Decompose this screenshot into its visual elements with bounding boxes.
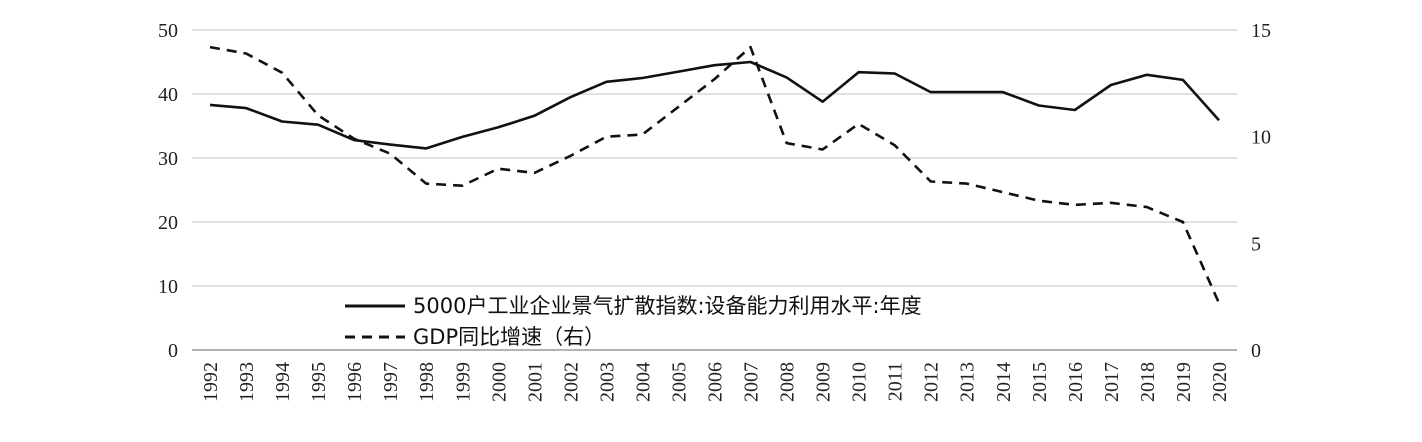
x-tick-label: 2003 — [596, 362, 618, 402]
x-tick-label: 2019 — [1173, 362, 1195, 402]
series-line-gdp — [209, 45, 1221, 304]
x-tick-label: 2008 — [777, 362, 799, 402]
right-axis-ticks: 0 5 10 15 — [1251, 20, 1271, 362]
x-tick-label: 2011 — [885, 362, 907, 401]
x-tick-label: 1999 — [452, 362, 474, 402]
x-tick-label: 2017 — [1101, 362, 1123, 402]
x-tick-label: 2002 — [560, 362, 582, 402]
x-tick-label: 2006 — [705, 362, 727, 402]
left-tick-label: 0 — [168, 340, 178, 362]
legend-label-capacity: 5000户工业企业景气扩散指数:设备能力利用水平:年度 — [413, 294, 922, 318]
x-tick-label: 2005 — [668, 362, 690, 402]
grid — [192, 29, 1237, 351]
x-axis-ticks: 1992 1993 1994 1995 1996 1997 1998 1999 2000 2001… — [200, 362, 1231, 402]
left-tick-label: 50 — [158, 20, 178, 42]
x-tick-label: 1992 — [200, 362, 222, 402]
x-tick-label: 2012 — [921, 362, 943, 402]
right-tick-label: 10 — [1251, 127, 1271, 149]
x-tick-label: 2016 — [1065, 362, 1087, 402]
x-tick-label: 2001 — [524, 362, 546, 402]
x-tick-label: 1996 — [344, 362, 366, 402]
x-tick-label: 2020 — [1209, 362, 1231, 402]
x-tick-label: 2007 — [741, 362, 763, 402]
x-tick-label: 1995 — [308, 362, 330, 402]
right-tick-label: 0 — [1251, 340, 1261, 362]
x-tick-label: 1994 — [272, 362, 294, 402]
x-tick-label: 1993 — [236, 362, 258, 402]
x-tick-label: 1998 — [416, 362, 438, 402]
series — [209, 45, 1221, 304]
x-tick-label: 2013 — [957, 362, 979, 402]
x-tick-label: 2000 — [488, 362, 510, 402]
left-tick-label: 10 — [158, 276, 178, 298]
left-tick-label: 20 — [158, 212, 178, 234]
right-tick-label: 5 — [1251, 233, 1261, 255]
left-axis-ticks: 0 10 20 30 40 50 — [158, 20, 178, 362]
x-tick-label: 2015 — [1029, 362, 1051, 402]
right-tick-label: 15 — [1251, 20, 1271, 42]
legend-label-gdp: GDP同比增速（右） — [413, 325, 605, 349]
x-tick-label: 2010 — [849, 362, 871, 402]
x-tick-label: 2009 — [813, 362, 835, 402]
x-tick-label: 2004 — [632, 362, 654, 402]
x-tick-label: 2018 — [1137, 362, 1159, 402]
x-tick-label: 1997 — [380, 362, 402, 402]
series-line-capacity — [209, 60, 1220, 150]
left-tick-label: 30 — [158, 148, 178, 170]
legend: 5000户工业企业景气扩散指数:设备能力利用水平:年度 GDP同比增速（右） — [345, 294, 922, 349]
left-tick-label: 40 — [158, 84, 178, 106]
x-tick-label: 2014 — [993, 362, 1015, 402]
